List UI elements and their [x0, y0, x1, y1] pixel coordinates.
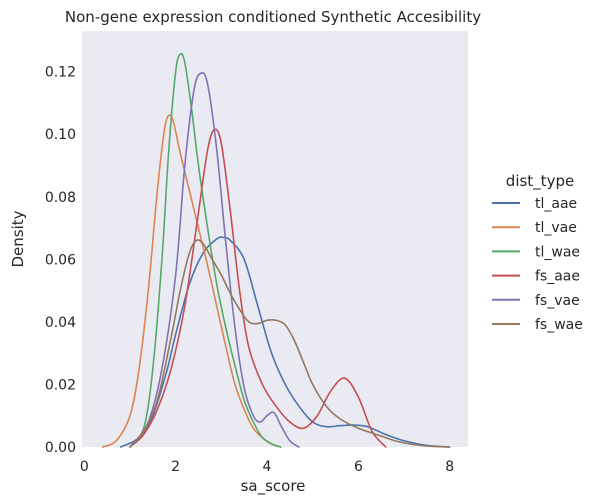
y-axis-ticks: 0.00 0.02 0.04 0.06 0.08 0.10 0.12 — [45, 65, 76, 456]
x-axis-ticks: 0 2 4 6 8 — [80, 459, 454, 475]
y-tick-label: 0.04 — [45, 315, 76, 331]
series-line-tl-wae — [129, 52, 282, 448]
y-tick-label: 0.12 — [45, 65, 76, 81]
legend: dist_type tl_aae tl_vae tl_wae fs_aae fs_vae… — [492, 172, 583, 333]
legend-label-fs-vae: fs_vae — [535, 293, 580, 309]
legend-label-tl-wae: tl_wae — [535, 244, 580, 260]
x-tick-label: 2 — [171, 459, 180, 475]
series-lines — [101, 52, 451, 448]
y-tick-label: 0.02 — [45, 377, 76, 393]
series-line-tl-vae — [101, 114, 282, 448]
y-tick-label: 0.08 — [45, 190, 76, 206]
legend-title: dist_type — [506, 172, 574, 191]
legend-label-tl-aae: tl_aae — [535, 196, 577, 212]
y-tick-label: 0.00 — [45, 440, 76, 456]
legend-entries: tl_aae tl_vae tl_wae fs_aae fs_vae fs_wae — [492, 196, 583, 333]
x-tick-label: 4 — [263, 459, 272, 475]
series-line-fs-aae — [129, 128, 387, 448]
chart-title: Non-gene expression conditioned Syntheti… — [65, 8, 481, 26]
series-line-tl-aae — [120, 236, 451, 448]
legend-label-fs-wae: fs_wae — [535, 317, 583, 333]
legend-label-tl-vae: tl_vae — [535, 220, 577, 236]
y-axis-label: Density — [9, 210, 27, 267]
series-line-fs-vae — [129, 71, 300, 448]
x-axis-label: sa_score — [241, 477, 306, 496]
x-tick-label: 6 — [354, 459, 363, 475]
y-tick-label: 0.10 — [45, 127, 76, 143]
legend-label-fs-aae: fs_aae — [535, 269, 580, 285]
plot-area — [82, 31, 468, 447]
x-tick-label: 8 — [445, 459, 454, 475]
series-line-fs-wae — [129, 239, 451, 448]
y-tick-label: 0.06 — [45, 252, 76, 268]
x-tick-label: 0 — [80, 459, 89, 475]
